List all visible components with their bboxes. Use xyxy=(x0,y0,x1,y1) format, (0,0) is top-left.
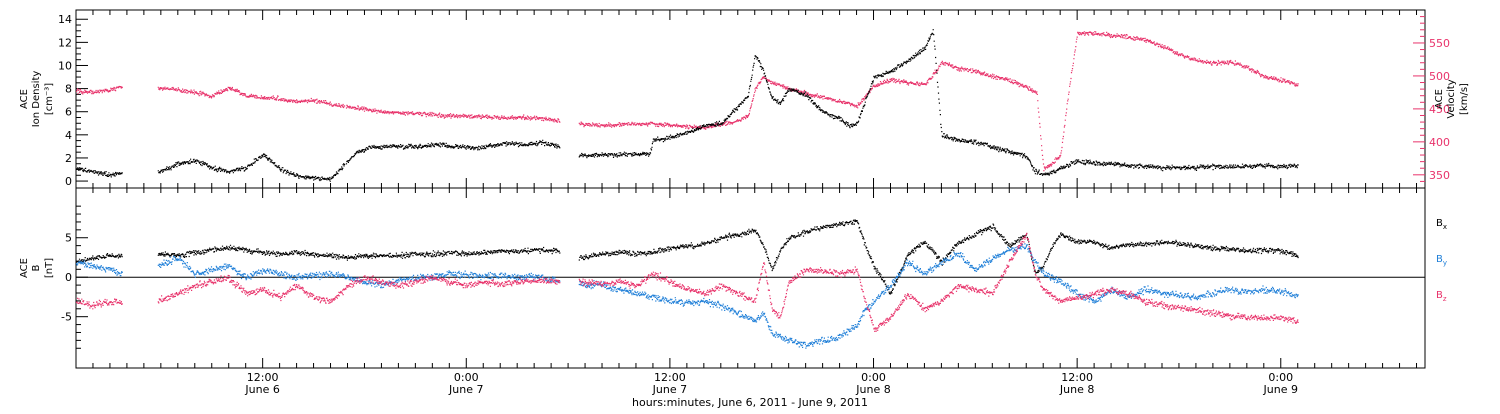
x-tick-time-label: 0:00 xyxy=(1268,371,1293,384)
velocity-series xyxy=(76,31,1299,172)
legend-Bx: Bx xyxy=(1436,218,1447,231)
density-tick-label: 2 xyxy=(65,152,72,165)
x-axis-label: hours:minutes, June 6, 2011 - June 9, 20… xyxy=(632,396,868,409)
velocity-axis-title-line2: Velocity xyxy=(1446,79,1457,118)
bx-series-points xyxy=(76,219,1299,295)
density-axis-title: ACE Ion Density [cm⁻³] xyxy=(19,71,55,128)
x-tick-time-label: 0:00 xyxy=(454,371,479,384)
x-tick-date-label: June 6 xyxy=(244,383,279,396)
density-tick-label: 4 xyxy=(65,129,72,142)
x-tick-date-label: June 7 xyxy=(448,383,483,396)
velocity-tick-label: 500 xyxy=(1429,70,1450,83)
density-tick-label: 6 xyxy=(65,106,72,119)
b-axis-title: ACE B [nT] xyxy=(19,258,55,278)
b-axis-title-line2: B xyxy=(31,264,42,271)
x-tick-date-label: June 8 xyxy=(855,383,890,396)
velocity-tick-label: 450 xyxy=(1429,103,1450,116)
legend-By: By xyxy=(1436,254,1447,267)
velocity-axis-title-line3: [km/s] xyxy=(1459,83,1470,115)
density-axis-title-line3: [cm⁻³] xyxy=(44,83,55,115)
x-tick-date-label: June 8 xyxy=(1059,383,1094,396)
velocity-axis-title: ACE Velocity [km/s] xyxy=(1434,79,1470,118)
b-tick-label: 0 xyxy=(65,271,72,284)
velocity-tick-label: 400 xyxy=(1429,136,1450,149)
velocity-tick-label: 550 xyxy=(1429,37,1450,50)
bottom-panel-frame xyxy=(75,187,1426,369)
density-axis-title-line2: Ion Density xyxy=(31,71,42,128)
by-series-points xyxy=(76,243,1299,349)
density-tick-label: 12 xyxy=(58,36,72,49)
x-tick-time-label: 12:00 xyxy=(247,371,279,384)
x-tick-time-label: 12:00 xyxy=(654,371,686,384)
velocity-axis-title-line1: ACE xyxy=(1434,89,1445,109)
density-tick-label: 0 xyxy=(65,175,72,188)
x-tick-time-label: 12:00 xyxy=(1061,371,1093,384)
density-series xyxy=(76,29,1299,182)
x-tick-date-label: June 7 xyxy=(652,383,687,396)
by-series xyxy=(76,243,1299,349)
legend-Bx-subscript: x xyxy=(1443,223,1447,231)
b-axis-title-line1: ACE xyxy=(19,258,30,278)
b-axis-title-line3: [nT] xyxy=(44,258,55,278)
legend-By-subscript: y xyxy=(1443,259,1447,267)
x-tick-time-label: 0:00 xyxy=(861,371,886,384)
b-tick-label: 5 xyxy=(65,232,72,245)
density-series-points xyxy=(76,29,1299,182)
density-axis-title-line1: ACE xyxy=(19,89,30,109)
legend-Bz-subscript: z xyxy=(1443,295,1447,303)
bx-series xyxy=(76,219,1299,295)
b-tick-label: -5 xyxy=(61,311,72,324)
density-tick-label: 8 xyxy=(65,83,72,96)
x-tick-date-label: June 9 xyxy=(1263,383,1298,396)
velocity-series-points xyxy=(76,31,1299,172)
density-tick-label: 14 xyxy=(58,13,72,26)
top-panel-frame xyxy=(75,9,1426,189)
density-tick-label: 10 xyxy=(58,59,72,72)
legend-Bz: Bz xyxy=(1436,290,1447,303)
velocity-tick-label: 350 xyxy=(1429,169,1450,182)
